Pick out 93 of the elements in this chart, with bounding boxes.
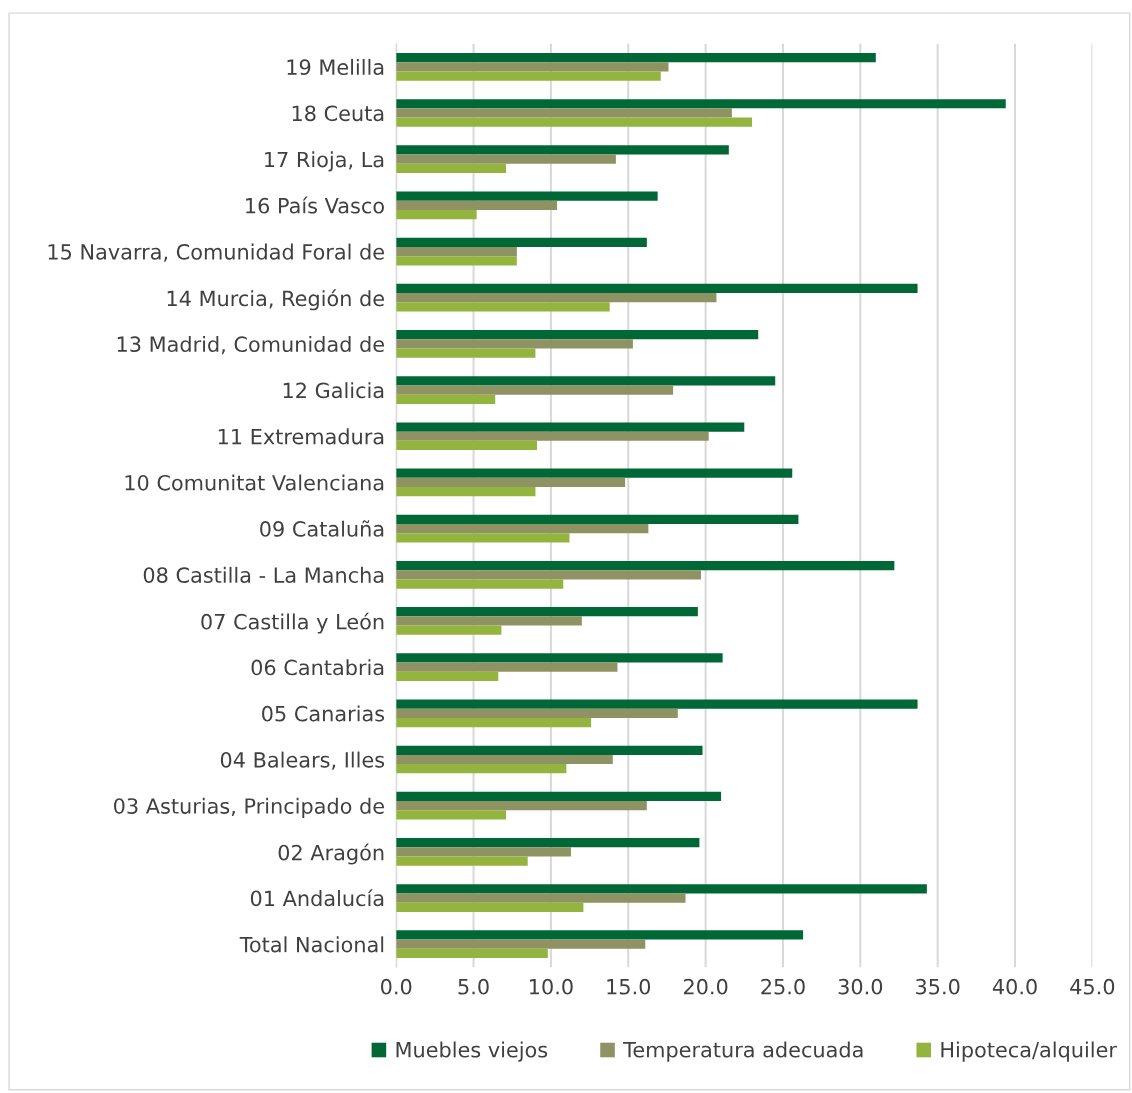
bar [396,847,572,857]
bar [396,394,496,404]
y-tick-label: 04 Balears, Illes [220,751,385,770]
x-tick-label: 30.0 [838,978,883,995]
bar [396,754,613,765]
bar [396,163,507,174]
bar [396,838,700,848]
bar [396,699,918,709]
x-tick-label: 0.0 [381,978,412,995]
y-tick-label: 03 Asturias, Principado de [114,797,384,818]
x-tick-label: 25.0 [761,978,805,995]
bar [396,209,477,220]
x-tick-label: 35.0 [916,978,960,995]
bar [396,440,537,451]
legend-label: Muebles viejos [396,1041,548,1062]
bar [396,422,745,432]
bar [396,376,776,386]
bar [396,671,499,681]
bar [396,52,876,63]
y-tick-label: 01 Andalucía [250,889,384,907]
bar [396,662,618,672]
bar [396,533,570,543]
bar [396,616,582,626]
bar [396,884,927,894]
bar [396,607,698,617]
bar [396,625,502,635]
y-tick-label: 17 Rioja, La [265,151,384,172]
y-tick-label: 09 Cataluña [260,520,384,537]
bar [396,385,674,395]
bar [396,948,548,959]
bar [396,856,528,866]
bar [396,708,678,718]
bar [396,902,584,912]
bar [396,939,646,949]
bar [396,62,669,72]
y-tick-label: 07 Castilla y León [201,612,384,634]
x-tick-label: 20.0 [683,978,728,995]
bar [396,99,1006,109]
bar [396,71,661,81]
y-tick-label: 06 Cantabria [251,659,384,676]
bar [396,108,732,118]
bar [396,514,799,524]
bar [396,302,610,312]
bar [396,745,703,755]
bar [396,570,701,580]
bar [396,246,517,257]
y-tick-label: 08 Castilla - La Mancha [143,566,384,583]
x-tick-label: 10.0 [530,978,573,995]
bar [396,191,658,201]
y-tick-label: 19 Melilla [287,58,384,76]
bar [396,653,723,663]
bar [396,930,804,940]
bar [396,717,592,728]
legend-label: Temperatura adecuada [623,1041,863,1062]
bar [396,893,686,903]
bar [396,154,616,164]
y-tick-label: 14 Murcia, Región de [167,289,384,311]
y-tick-label: 12 Galicia [283,382,384,399]
y-tick-label: 18 Ceuta [292,105,384,122]
bar [396,801,647,811]
bar [396,477,626,488]
bar [396,560,895,571]
bar [396,348,536,358]
y-tick-label: Total Nacional [239,936,384,953]
bar [396,200,558,210]
x-tick-label: 45.0 [1070,978,1115,995]
y-tick-label: 16 País Vasco [246,196,384,214]
bar [396,237,647,247]
legend-label: Hipoteca/alquiler [941,1041,1117,1062]
bar [396,256,517,266]
y-tick-label: 11 Extremadura [218,428,384,445]
bar [396,764,567,774]
y-tick-label: 10 Comunitat Valenciana [125,474,384,491]
bar [396,791,722,802]
y-tick-label: 05 Canarias [262,705,385,722]
x-tick-label: 5.0 [458,978,489,995]
bar [396,579,564,589]
y-tick-label: 02 Aragón [278,843,384,865]
bar [396,293,717,303]
bar [396,330,759,340]
bar [396,283,918,294]
x-tick-label: 15.0 [607,978,651,995]
y-tick-label: 13 Madrid, Comunidad de [117,335,384,355]
bar [396,468,793,478]
bar [396,117,753,127]
bar [396,487,536,497]
bar [396,810,507,820]
bar [396,339,633,349]
y-tick-label: 15 Navarra, Comunidad Foral de [48,243,384,262]
bar [396,523,649,534]
bar [396,145,729,155]
bar [396,431,709,441]
x-tick-label: 40.0 [992,978,1037,995]
